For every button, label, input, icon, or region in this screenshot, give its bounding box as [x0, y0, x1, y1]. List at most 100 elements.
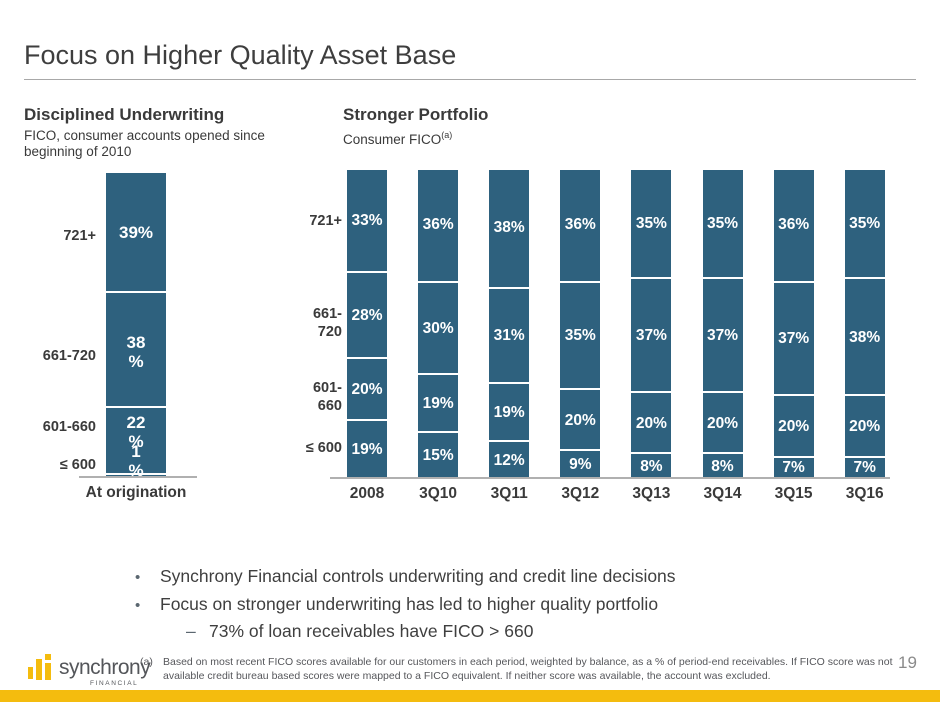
axis-baseline [330, 477, 890, 479]
left-chart-heading: Disciplined Underwriting [24, 105, 225, 124]
segment-label: 35% [635, 214, 667, 232]
bar-segment: 20% [844, 394, 885, 456]
segment-label: 28% [351, 307, 383, 325]
bar-segment: 8% [702, 452, 743, 477]
stacked-bar: 36% 37% 20% 7% [773, 170, 814, 477]
bar-segment: 9% [560, 449, 601, 477]
row-label: 721+ [309, 212, 342, 229]
sub-bullet-item: 73% of loan receivables have FICO > 660 [209, 621, 534, 641]
title-divider [24, 79, 916, 80]
segment-label: 37% [635, 327, 667, 345]
segment-label: 8% [640, 457, 663, 475]
stacked-bar: 39% 38% 22% 1% [106, 173, 166, 476]
segment-label: 20% [564, 411, 596, 429]
segment-label: 36% [564, 216, 596, 234]
axis-baseline [79, 476, 197, 478]
bar-segment: 30% [418, 280, 459, 373]
bar-segment: 35% [560, 280, 601, 388]
category-label: 3Q15 [774, 485, 813, 502]
right-chart-subheading: Consumer FICO(a) [343, 130, 453, 147]
bar-segment: 37% [631, 277, 672, 392]
category-label: 3Q12 [561, 485, 600, 502]
segment-label: 37% [706, 327, 739, 345]
stacked-bar: 35% 38% 20% 7% [844, 170, 885, 477]
bar-segment: 19% [418, 372, 459, 431]
bullet-icon: • [135, 597, 141, 614]
logo-wordmark: synchrony [59, 656, 151, 679]
segment-label: 19% [422, 394, 454, 412]
segment-label: 37% [778, 330, 810, 348]
bar-segment: 36% [773, 170, 814, 281]
stacked-bar: 36% 35% 20% 9% [560, 170, 601, 477]
bar-segment: 35% [631, 170, 672, 278]
bar-segment: 37% [702, 277, 743, 392]
synchrony-logo: synchrony FINANCIAL [28, 650, 151, 694]
segment-label: 35% [564, 327, 596, 345]
segment-label: 31% [493, 327, 525, 345]
footnote-text: Based on most recent FICO scores availab… [163, 656, 898, 683]
bar-segment: 20% [560, 387, 601, 450]
segment-label: 36% [422, 216, 454, 234]
row-label: 601-660 [42, 419, 96, 435]
bar-segment: 20% [347, 357, 387, 419]
bar-segment: 7% [773, 455, 814, 477]
sub-bullet-dash-icon: – [186, 621, 196, 641]
category-label: 3Q13 [632, 485, 671, 502]
row-label: ≤ 600 [59, 457, 96, 473]
bar-segment: 36% [418, 170, 459, 281]
category-label: At origination [85, 484, 187, 501]
bar-segment: 20% [773, 394, 814, 456]
page-number: 19 [898, 653, 917, 672]
bar-segment: 8% [631, 452, 672, 477]
category-label: 3Q16 [845, 485, 884, 502]
disciplined-underwriting-chart: 39% 38% 22% 1% 721+ 661-720 601-660 ≤ 600 At ori… [24, 170, 324, 515]
stacked-bar: 35% 37% 20% 8% [631, 170, 672, 477]
stacked-bar: 33% 28% 20% 19% [347, 170, 387, 477]
bar-segment: 35% [844, 170, 885, 278]
footnote-line: Based on most recent FICO scores availab… [163, 656, 893, 668]
bar-segment: 28% [347, 271, 387, 358]
bar-segment [106, 406, 166, 473]
segment-label: 20% [706, 414, 739, 432]
bar-segment: 38% [489, 170, 530, 287]
bar-segment: 38% [844, 277, 885, 395]
right-chart-heading: Stronger Portfolio [343, 105, 489, 124]
bullet-icon: • [135, 569, 141, 586]
segment-label: 19% [493, 403, 525, 421]
category-label: 3Q10 [419, 485, 458, 502]
left-chart-subheading: FICO, consumer accounts opened since beg… [24, 128, 265, 159]
stacked-bar: 38% 31% 19% 12% [489, 170, 530, 477]
segment-label: 20% [849, 417, 881, 435]
segment-label: 39% [118, 223, 154, 242]
bar-segment: 20% [702, 391, 743, 453]
bar-segment: 19% [347, 418, 387, 477]
row-label: 721+ [63, 228, 96, 244]
row-label: 661-720 [312, 306, 342, 341]
footnote-marker: (a) [140, 656, 153, 668]
segment-label: 36% [778, 216, 810, 234]
segment-label: 35% [706, 214, 739, 232]
bottom-accent-bar [0, 690, 940, 702]
bar-segment: 33% [347, 170, 387, 272]
segment-label: 12% [493, 451, 525, 469]
segment-label: 15% [422, 446, 454, 464]
segment-label: 8% [711, 457, 734, 475]
bar-segment [106, 173, 166, 292]
category-label: 2008 [349, 485, 385, 502]
segment-label: 22% [126, 413, 146, 451]
segment-label: 38% [849, 328, 881, 346]
right-panel-header: Stronger Portfolio Consumer FICO(a) [343, 105, 643, 148]
bar-segment: 19% [489, 381, 530, 441]
segment-label: 9% [569, 456, 592, 474]
category-label: 3Q11 [490, 485, 528, 502]
bar-segment: 35% [702, 170, 743, 278]
page-title: Focus on Higher Quality Asset Base [24, 40, 457, 70]
segment-label: 38% [126, 333, 146, 371]
bullet-item: Synchrony Financial controls underwritin… [160, 566, 676, 586]
bar-segment: 37% [773, 280, 814, 395]
bar-segment: 36% [560, 170, 601, 281]
segment-label: 33% [351, 211, 383, 229]
segment-label: 35% [849, 214, 881, 232]
bar-segment: 15% [418, 430, 459, 477]
